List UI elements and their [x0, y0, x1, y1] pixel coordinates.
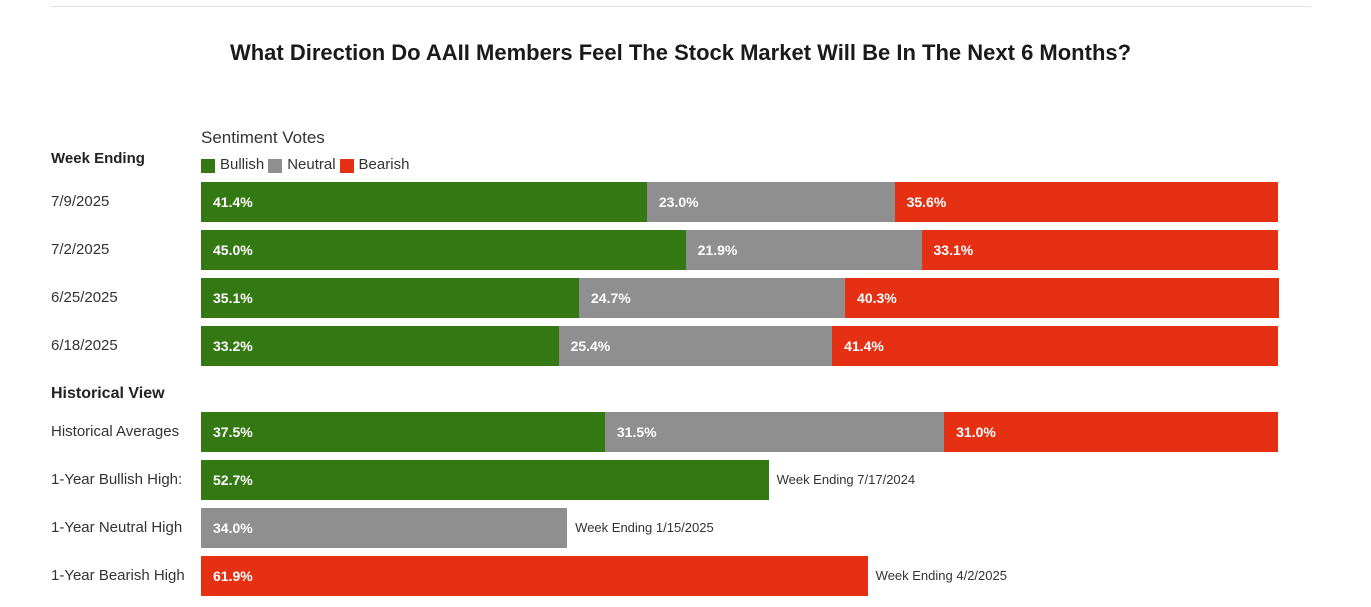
historical-row: 1-Year Neutral High 34.0% Week Ending 1/15…: [0, 508, 1371, 548]
weekly-bar: 41.4% 23.0% 35.6%: [201, 182, 1278, 222]
bar-segment-neutral: 25.4%: [558, 326, 833, 366]
historical-bar: 52.7%: [201, 460, 1278, 500]
bar-segment-bullish: 41.4%: [201, 182, 647, 222]
historical-row: Historical Averages 37.5% 31.5% 31.0%: [0, 412, 1371, 452]
historical-view-header: Historical View: [51, 385, 165, 402]
extreme-week-note: Week Ending 4/2/2025: [875, 568, 1007, 583]
legend-swatch-neutral: [268, 158, 283, 173]
legend-item-bullish: Bullish: [201, 156, 264, 173]
historical-bar: 61.9%: [201, 556, 1278, 596]
bar-segment-bearish: 31.0%: [944, 412, 1278, 452]
weekly-row-label: 7/9/2025: [51, 193, 110, 210]
weekly-row: 7/2/2025 45.0% 21.9% 33.1%: [0, 230, 1371, 270]
weekly-row: 6/25/2025 35.1% 24.7% 40.3%: [0, 278, 1371, 318]
bar-segment-bearish: 33.1%: [921, 230, 1278, 270]
weekly-bar: 45.0% 21.9% 33.1%: [201, 230, 1278, 270]
legend-label-bullish: Bullish: [220, 156, 265, 173]
legend-item-bearish: Bearish: [339, 156, 410, 173]
historical-bar: 37.5% 31.5% 31.0%: [201, 412, 1278, 452]
bar-segment-neutral: 23.0%: [646, 182, 895, 222]
historical-row-label: Historical Averages: [51, 423, 180, 440]
bar-segment-bearish: 41.4%: [832, 326, 1278, 366]
bar-segment-neutral: 34.0%: [201, 508, 568, 548]
bar-segment-bearish: 35.6%: [894, 182, 1278, 222]
week-ending-header: Week Ending: [51, 150, 145, 167]
legend-label-bearish: Bearish: [358, 156, 410, 173]
weekly-bar: 35.1% 24.7% 40.3%: [201, 278, 1280, 318]
legend-swatch-bullish: [201, 158, 215, 173]
bar-segment-neutral: 31.5%: [604, 412, 945, 452]
weekly-row-label: 6/25/2025: [51, 289, 118, 306]
bar-segment-bearish: 61.9%: [201, 556, 868, 596]
weekly-bar: 33.2% 25.4% 41.4%: [201, 326, 1278, 366]
historical-row-label: 1-Year Bearish High: [51, 567, 185, 584]
weekly-row: 6/18/2025 33.2% 25.4% 41.4%: [0, 326, 1371, 366]
extreme-week-note: Week Ending 7/17/2024: [776, 472, 916, 487]
historical-row-label: 1-Year Bullish High:: [51, 471, 183, 488]
top-divider: [50, 6, 1311, 7]
historical-row: 1-Year Bullish High: 52.7% Week Ending 7/1…: [0, 460, 1371, 500]
extreme-week-note: Week Ending 1/15/2025: [575, 520, 714, 535]
historical-bar: 34.0%: [201, 508, 1278, 548]
bar-segment-bearish: 40.3%: [845, 278, 1280, 318]
historical-row-label: 1-Year Neutral High: [51, 519, 183, 536]
bar-segment-bullish: 33.2%: [201, 326, 559, 366]
chart-title: What Direction Do AAII Members Feel The …: [229, 40, 1132, 65]
weekly-row-label: 7/2/2025: [51, 241, 110, 258]
legend: Bullish Neutral Bearish: [201, 156, 413, 173]
legend-swatch-bearish: [339, 158, 354, 173]
bar-segment-neutral: 24.7%: [579, 278, 846, 318]
legend-item-neutral: Neutral: [268, 156, 336, 173]
bar-segment-neutral: 21.9%: [685, 230, 922, 270]
bar-segment-bullish: 35.1%: [201, 278, 580, 318]
bar-segment-bullish: 52.7%: [201, 460, 769, 500]
bar-segment-bullish: 37.5%: [201, 412, 605, 452]
legend-title: Sentiment Votes: [201, 128, 325, 147]
weekly-row: 7/9/2025 41.4% 23.0% 35.6%: [0, 182, 1371, 222]
weekly-row-label: 6/18/2025: [51, 337, 118, 354]
historical-row: 1-Year Bearish High 61.9% Week Ending 4/2/…: [0, 556, 1371, 596]
legend-label-neutral: Neutral: [287, 156, 336, 173]
bar-segment-bullish: 45.0%: [201, 230, 686, 270]
